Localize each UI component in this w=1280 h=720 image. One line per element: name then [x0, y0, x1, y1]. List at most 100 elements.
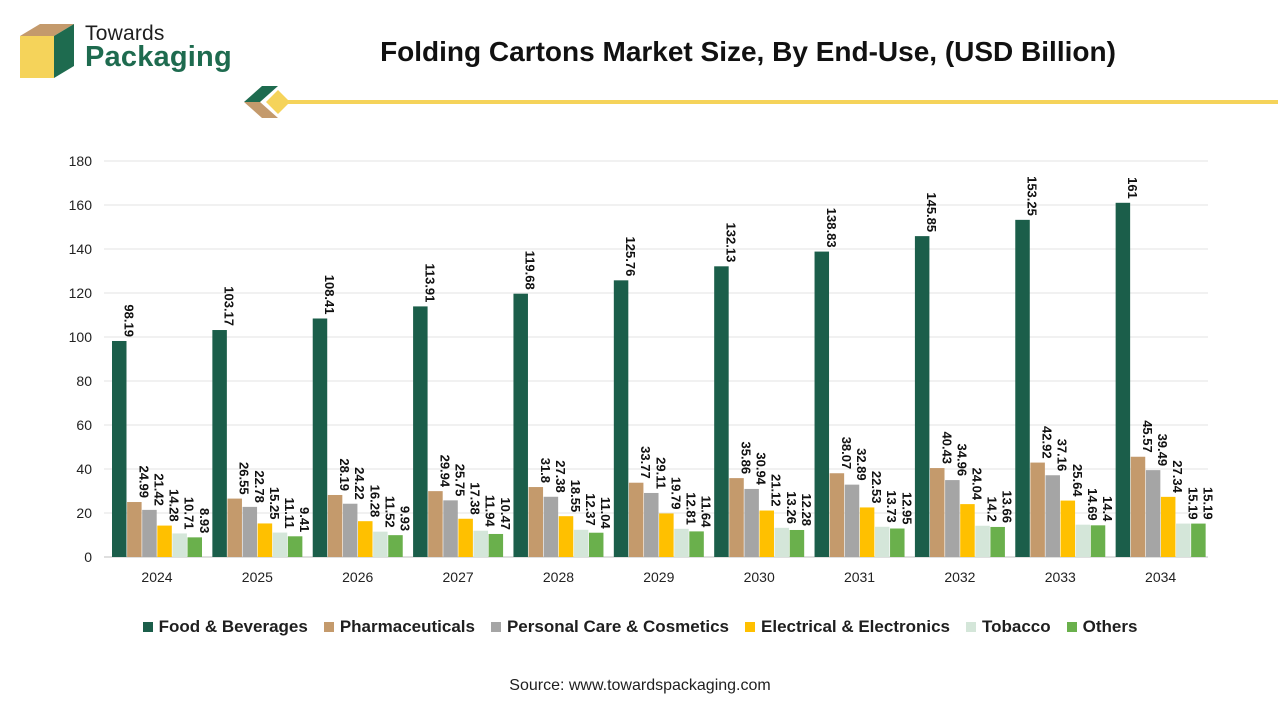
bar [1045, 475, 1060, 557]
bar [287, 536, 303, 557]
data-label: 27.34 [1170, 460, 1185, 493]
y-tick-label: 120 [69, 285, 93, 301]
data-label: 28.19 [337, 458, 352, 491]
bar [187, 537, 202, 557]
data-label: 9.93 [397, 506, 412, 531]
data-label: 15.19 [1185, 487, 1200, 520]
data-label: 25.64 [1070, 464, 1085, 497]
bar [890, 528, 905, 557]
data-label: 108.41 [322, 275, 337, 315]
legend-swatch [323, 622, 334, 632]
bar [729, 478, 744, 557]
bar [759, 510, 774, 557]
bar [373, 531, 388, 557]
bar [1090, 525, 1106, 557]
legend-swatch [966, 622, 976, 632]
bar [628, 482, 644, 557]
bar [558, 516, 574, 557]
legend-label: Food & Beverages [158, 617, 308, 636]
data-label: 13.66 [1000, 490, 1015, 523]
y-tick-label: 60 [76, 417, 92, 433]
x-tick-label: 2033 [1045, 569, 1076, 585]
bar [689, 531, 704, 557]
bar [312, 318, 328, 557]
bar [388, 535, 403, 557]
data-label: 24.99 [136, 465, 151, 498]
data-label: 9.41 [297, 507, 312, 532]
data-label: 11.11 [282, 497, 297, 528]
legend-label: Electrical & Electronics [761, 617, 950, 636]
bar [342, 503, 358, 557]
data-label: 13.26 [784, 491, 799, 524]
data-label: 37.16 [1055, 439, 1070, 472]
y-axis: 0 20 40 60 80 100 120 140 160 180 [69, 153, 93, 565]
data-label: 22.78 [252, 470, 267, 503]
chart-legend: Food & Beverages Pharmaceuticals Personal … [0, 617, 1280, 637]
data-label: 14.28 [167, 489, 182, 522]
data-label: 42.92 [1040, 426, 1055, 459]
x-tick-label: 2026 [342, 569, 373, 585]
bar [212, 330, 227, 557]
bar [990, 526, 1005, 557]
legend-item: Food & Beverages [142, 617, 308, 637]
bar [1075, 524, 1091, 557]
data-label: 11.94 [483, 495, 498, 528]
bar [327, 494, 343, 557]
legend-label: Pharmaceuticals [339, 617, 475, 636]
data-label: 30.94 [754, 452, 769, 485]
divider-line [288, 100, 1278, 104]
legend-label: Others [1082, 617, 1138, 636]
bar [1060, 500, 1076, 557]
bar [914, 236, 930, 557]
bar [127, 502, 142, 557]
bar [1191, 523, 1206, 557]
legend-label: Tobacco [982, 617, 1051, 636]
legend-label: Personal Care & Cosmetics [506, 617, 730, 636]
data-label: 11.52 [382, 496, 397, 528]
data-label: 16.28 [367, 485, 382, 518]
data-label: 25.75 [453, 464, 468, 497]
data-label: 125.76 [623, 237, 638, 277]
bar [975, 525, 990, 557]
bar [227, 498, 242, 557]
data-label: 29.11 [653, 457, 668, 489]
y-tick-label: 40 [76, 461, 92, 477]
bar [1115, 202, 1131, 558]
data-label: 31.8 [538, 458, 553, 483]
bar [573, 529, 589, 557]
x-tick-label: 2024 [141, 569, 172, 585]
bar [945, 480, 960, 557]
data-label: 10.47 [498, 497, 513, 530]
bar [588, 532, 604, 557]
data-label: 18.55 [568, 480, 583, 513]
y-tick-label: 160 [69, 197, 93, 213]
x-axis: 2024 2025 2026 2027 2028 2029 2030 2031 2032 2033… [141, 569, 1176, 585]
bar [829, 473, 845, 557]
bar [142, 509, 157, 557]
legend-swatch [1066, 622, 1077, 632]
divider-diamond-tan [244, 102, 278, 118]
data-label: 35.86 [739, 442, 754, 475]
data-label: 15.19 [1200, 487, 1215, 520]
bar [513, 293, 528, 557]
bar [859, 507, 875, 557]
y-tick-label: 0 [84, 549, 92, 565]
bar [714, 266, 729, 557]
data-label: 103.17 [222, 286, 237, 326]
data-label: 8.93 [197, 508, 212, 533]
brand-name-line2: Packaging [85, 41, 232, 73]
y-tick-label: 100 [69, 329, 93, 345]
divider-ornament [244, 86, 1278, 118]
bar [744, 488, 759, 557]
data-label: 145.85 [924, 192, 939, 232]
data-label: 24.04 [969, 468, 984, 501]
x-tick-label: 2034 [1145, 569, 1176, 585]
bar [613, 280, 629, 557]
data-label: 12.28 [799, 493, 814, 526]
legend-item: Tobacco [966, 617, 1051, 637]
bar [458, 518, 473, 557]
chart-title: Folding Cartons Market Size, By End-Use,… [380, 36, 1116, 67]
data-label: 32.89 [854, 448, 869, 481]
y-tick-label: 140 [69, 241, 93, 257]
data-label: 14.4 [1100, 496, 1115, 522]
